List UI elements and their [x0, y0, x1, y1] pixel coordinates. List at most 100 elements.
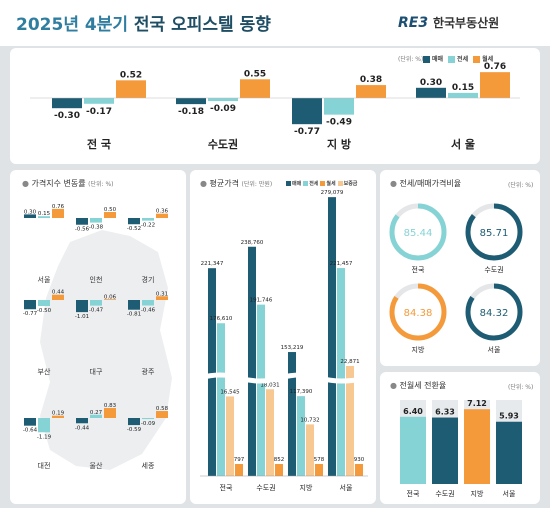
bar-1-1	[208, 98, 238, 102]
avg-legend-sale: 매매	[292, 181, 302, 187]
bar-3-2	[480, 72, 510, 98]
region-value-5-2: 0.31	[156, 291, 168, 297]
region-bar-2-2	[156, 213, 168, 218]
price-category-3: 서울	[340, 483, 353, 492]
region-label-6: 대전	[38, 461, 51, 470]
bar-2-2	[356, 85, 386, 98]
region-value-3-2: 0.44	[52, 290, 65, 296]
region-value-0-1: 0.15	[38, 211, 51, 217]
index-change-title-text: 가격지수 변동률	[31, 179, 86, 188]
region-bar-7-2	[104, 408, 116, 418]
top-change-chart: -0.30 -0.17 0.52 전 국 -0.18 -0.09 0.55 수도권 -0.77-…	[30, 62, 520, 151]
region-value-1-0: -0.56	[75, 227, 90, 233]
price-bar-0-3	[235, 464, 243, 476]
axis-break	[199, 372, 369, 384]
bar-0-0	[52, 98, 82, 109]
ratio-chart: 85.44 전국 85.71 수도권 84.38 지방 84.32 서울	[389, 203, 523, 354]
conv-label-2: 지방	[471, 489, 484, 498]
conv-bar-2	[464, 409, 490, 484]
title-text: 전국 오피스텔 동향	[127, 15, 271, 35]
region-label-0: 서울	[38, 275, 51, 284]
region-bar-3-2	[52, 294, 64, 300]
price-bar-1-0	[248, 246, 256, 476]
price-bar-0-0	[208, 268, 216, 476]
price-category-0: 전국	[220, 483, 233, 492]
price-value-3-1: 221,457	[330, 261, 353, 267]
conv-value-3: 5.93	[499, 412, 519, 421]
region-bar-7-0	[76, 418, 88, 424]
ratio-value-0: 85.44	[404, 228, 433, 239]
avg-price-chart: 221,347 176,610 16,545 797 전국 238,760 191,746 1…	[199, 190, 369, 492]
region-bar-4-0	[76, 300, 88, 313]
bar-1-0	[176, 98, 206, 105]
price-bar-1-2	[266, 389, 274, 476]
region-value-8-0: -0.59	[127, 427, 142, 433]
bar-value-1-0: -0.18	[178, 107, 204, 117]
region-bar-6-2	[52, 415, 64, 418]
index-change-chart: 0.30 0.150.76 서울 -0.56 -0.38 0.50 인천 -0.52-0.22…	[23, 204, 172, 470]
region-value-2-2: 0.36	[156, 209, 169, 215]
legend-jeonse: 전세	[457, 56, 469, 63]
price-value-3-3: 930	[354, 457, 365, 463]
category-label-0: 전 국	[87, 137, 111, 151]
avg-price-title: ● 평균가격 (단위: 만원)	[200, 179, 273, 188]
price-value-0-3: 797	[234, 457, 245, 463]
region-bar-2-1	[142, 218, 154, 221]
avg-legend-jeonse-swatch	[303, 181, 309, 186]
region-label-1: 인천	[90, 275, 103, 284]
bar-value-0-1: -0.17	[86, 107, 112, 117]
bar-value-1-2: 0.55	[244, 69, 266, 79]
conv-label-1: 수도권	[435, 490, 454, 498]
ratio-title-text: 전세/매매가격비율	[399, 179, 462, 188]
region-value-5-0: -0.81	[127, 312, 141, 318]
price-category-1: 수도권	[256, 484, 275, 492]
region-label-4: 대구	[90, 368, 103, 376]
price-value-1-1: 191,746	[250, 298, 273, 304]
price-value-1-3: 852	[274, 457, 285, 463]
region-bar-1-0	[76, 218, 88, 225]
region-value-4-0: -1.01	[75, 314, 89, 320]
conv-bar-0	[400, 416, 426, 484]
region-value-3-0: -0.77	[23, 311, 38, 317]
logo-text: 한국부동산원	[432, 16, 500, 30]
conv-bar-3	[496, 421, 522, 484]
ratio-value-2: 84.38	[404, 308, 433, 319]
region-bar-3-0	[24, 300, 36, 310]
region-bar-2-0	[128, 218, 140, 225]
region-label-3: 부산	[38, 367, 51, 376]
page-title: 2025년 4분기 전국 오피스텔 동향	[16, 10, 271, 35]
conv-value-2: 7.12	[467, 399, 487, 408]
region-value-4-1: -0.47	[89, 308, 104, 314]
avg-legend-sale-swatch	[286, 181, 291, 186]
price-category-2: 지방	[300, 483, 313, 492]
region-label-7: 울산	[90, 461, 103, 470]
region-value-7-1: 0.27	[90, 410, 103, 416]
region-label-8: 세종	[142, 461, 155, 470]
bar-value-2-1: -0.49	[326, 118, 352, 128]
region-value-0-2: 0.76	[52, 204, 65, 210]
price-bar-1-1	[257, 304, 265, 476]
conversion-unit: (단위: %)	[508, 384, 534, 391]
avg-legend-deposit: 보증금	[343, 181, 358, 187]
region-bar-0-1	[38, 216, 50, 218]
region-bar-7-1	[90, 414, 102, 418]
conversion-chart: 6.40 전국 6.33 수도권 7.12 지방 5.93 서울	[400, 399, 522, 498]
bar-1-2	[240, 79, 270, 98]
avg-legend-jeonse: 전세	[309, 181, 319, 187]
region-value-7-0: -0.44	[75, 425, 90, 431]
conv-bar-1	[432, 417, 458, 484]
region-bar-8-1	[142, 418, 154, 420]
ratio-ring-3	[465, 283, 523, 341]
ratio-label-0: 전국	[412, 265, 425, 274]
region-bar-3-1	[38, 300, 50, 306]
logo: RE3 한국부동산원	[398, 14, 499, 31]
bar-value-2-2: 0.38	[360, 75, 382, 85]
ratio-title: ● 전세/매매가격비율	[390, 179, 462, 188]
region-bar-6-1	[38, 418, 50, 433]
legend-jeonse-swatch	[448, 56, 456, 63]
avg-price-legend: 매매 전세 월세 보증금	[284, 180, 357, 187]
category-label-3: 서 울	[451, 137, 475, 151]
price-bar-3-0	[328, 197, 336, 476]
region-bar-8-2	[156, 411, 168, 418]
ratio-unit: (단위: %)	[508, 182, 534, 189]
